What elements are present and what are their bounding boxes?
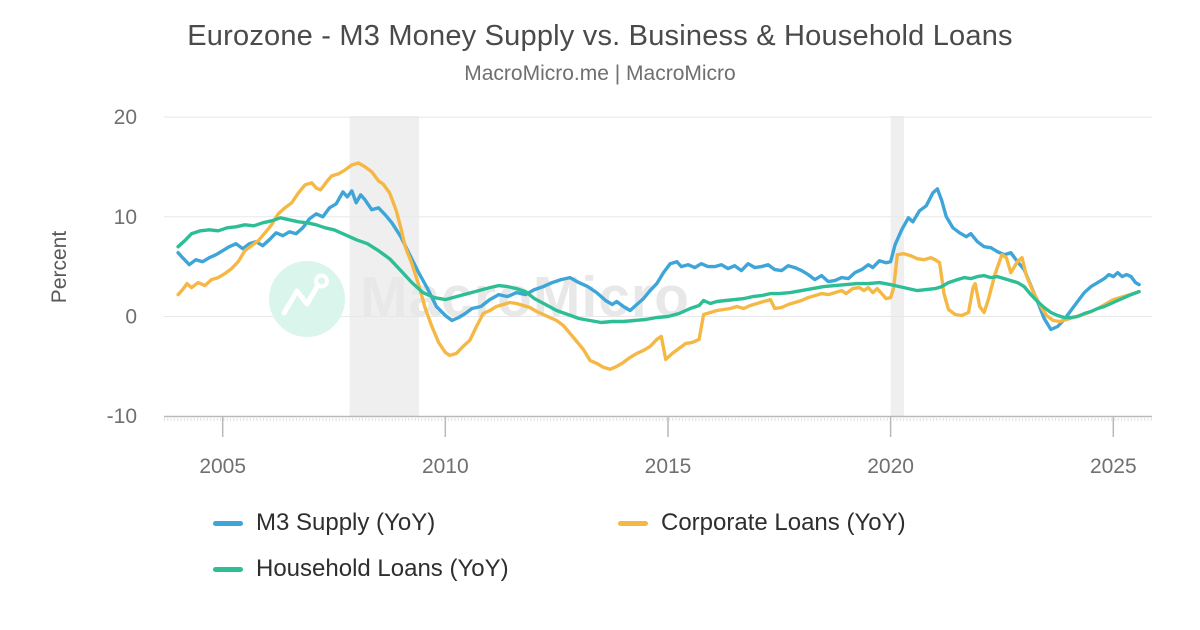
y-tick-label: 20	[114, 106, 137, 129]
legend-label-corporate-loans: Corporate Loans (YoY)	[661, 509, 906, 536]
legend-item-household-loans[interactable]: Household Loans (YoY)	[213, 546, 618, 592]
corporate-loans-swatch-icon	[618, 520, 648, 526]
chart-subtitle: MacroMicro.me | MacroMicro	[464, 62, 736, 85]
x-tick-label: 2020	[867, 455, 914, 478]
watermark-logo-circle	[269, 261, 345, 337]
chart-header: Eurozone - M3 Money Supply vs. Business …	[0, 0, 1200, 86]
series-line-household-loans[interactable]	[176, 216, 1141, 325]
chart-title: Eurozone - M3 Money Supply vs. Business …	[187, 20, 1013, 52]
legend-item-corporate-loans[interactable]: Corporate Loans (YoY)	[618, 500, 1023, 546]
x-tick-label: 2025	[1090, 455, 1137, 478]
x-tick-label: 2015	[645, 455, 692, 478]
watermark-ring-icon	[314, 273, 329, 289]
x-tick-label: 2010	[422, 455, 469, 478]
legend-label-household-loans: Household Loans (YoY)	[256, 555, 509, 582]
y-axis-title: Percent	[48, 231, 71, 304]
legend-label-m3-supply: M3 Supply (YoY)	[256, 509, 436, 536]
household-loans-swatch-icon	[213, 566, 243, 572]
x-tick-label: 2005	[199, 455, 246, 478]
legend: M3 Supply (YoY) Corporate Loans (YoY) Ho…	[213, 500, 1023, 592]
y-tick-label: 10	[114, 206, 137, 229]
y-tick-label: 0	[125, 306, 137, 329]
series-line-m3-supply[interactable]	[176, 187, 1141, 332]
legend-item-m3-supply[interactable]: M3 Supply (YoY)	[213, 500, 618, 546]
m3-supply-swatch-icon	[213, 520, 243, 526]
watermark-mountain-icon	[281, 282, 321, 316]
series-line-corporate-loans[interactable]	[176, 161, 1141, 371]
y-tick-label: -10	[107, 405, 137, 428]
